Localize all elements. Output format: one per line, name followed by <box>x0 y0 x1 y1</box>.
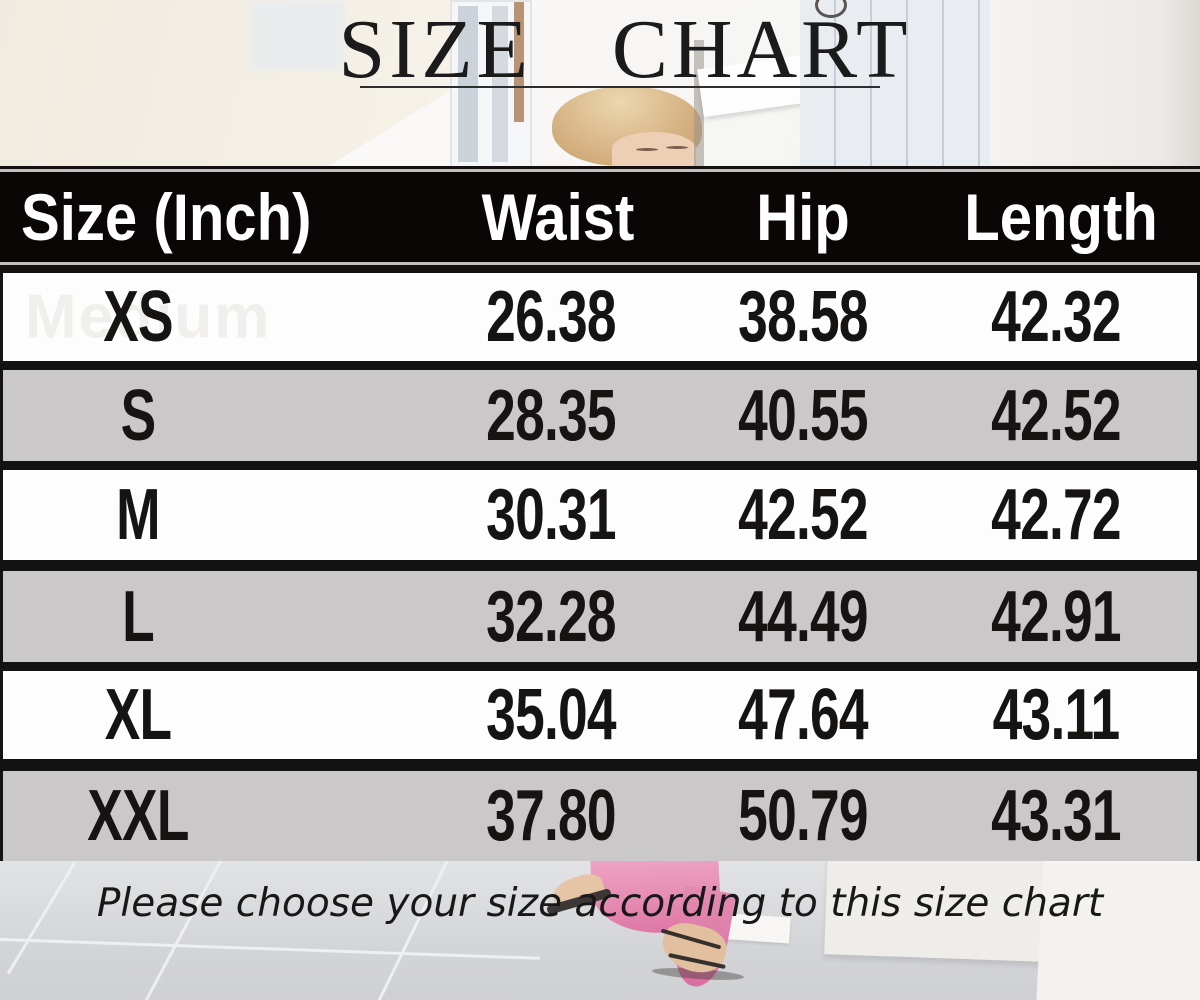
row-divider <box>0 759 1200 771</box>
length-value: 43.31 <box>991 776 1121 856</box>
table-row-l: L 32.28 44.49 42.91 <box>0 571 1200 662</box>
sky-patch <box>250 0 345 70</box>
column-header-size: Size (Inch) <box>21 180 312 254</box>
table-header-row: Size (Inch) Waist Hip Length <box>0 172 1200 262</box>
table-row-xl: XL 35.04 47.64 43.11 <box>0 671 1200 759</box>
table-row-m: M 30.31 42.52 42.72 <box>0 470 1200 560</box>
hip-value: 47.64 <box>738 675 868 755</box>
header-top-highlight <box>0 169 1200 172</box>
waist-value: 32.28 <box>486 576 616 657</box>
column-header-length: Length <box>964 180 1158 254</box>
size-advice-note: Please choose your size according to thi… <box>96 881 1104 926</box>
row-divider <box>0 560 1200 571</box>
title-wrap: SIZE CHART <box>25 8 1200 92</box>
length-value: 42.52 <box>991 375 1121 456</box>
size-label: S <box>120 375 157 456</box>
row-divider <box>0 461 1200 470</box>
window-pane <box>492 6 508 162</box>
table-row-xxl: XXL 37.80 50.79 43.31 <box>0 771 1200 861</box>
title-underline <box>360 86 880 88</box>
hip-value: 44.49 <box>738 576 868 657</box>
background-photo-bottom: Please choose your size according to thi… <box>0 861 1200 1000</box>
column-header-hip: Hip <box>756 180 850 254</box>
length-value: 42.32 <box>991 277 1121 357</box>
background-photo-top <box>0 0 1200 166</box>
model-eyebrow <box>666 146 688 149</box>
waist-value: 37.80 <box>486 776 616 856</box>
size-label: M <box>116 475 160 555</box>
hip-value: 40.55 <box>738 375 868 456</box>
waist-value: 35.04 <box>486 675 616 755</box>
white-wall <box>990 0 1200 166</box>
blue-door-planks <box>800 0 990 166</box>
header-top-line <box>0 166 1200 169</box>
page-title: SIZE CHART <box>338 3 912 96</box>
size-label: XS <box>103 277 173 357</box>
hip-value: 42.52 <box>738 475 868 555</box>
header-bottom-highlight <box>0 262 1200 265</box>
floor-tile-line <box>0 937 540 960</box>
size-label: XXL <box>87 776 189 856</box>
length-value: 42.72 <box>991 475 1121 555</box>
table-row-xs: Medium XS 26.38 38.58 42.32 <box>0 273 1200 361</box>
model-eyebrow <box>636 148 658 151</box>
length-value: 43.11 <box>992 675 1120 755</box>
door-ring-handle <box>815 0 847 18</box>
hip-value: 38.58 <box>738 277 868 357</box>
hip-value: 50.79 <box>738 776 868 856</box>
size-label: XL <box>104 675 172 755</box>
waist-value: 26.38 <box>486 277 616 357</box>
row-divider <box>0 662 1200 671</box>
window-frame <box>450 0 532 166</box>
doorway-shadow <box>694 40 704 166</box>
header-bottom-line <box>0 265 1200 273</box>
table-row-s: S 28.35 40.55 42.52 <box>0 370 1200 461</box>
row-divider <box>0 361 1200 370</box>
window-sash <box>514 2 524 122</box>
waist-value: 28.35 <box>486 375 616 456</box>
column-header-waist: Waist <box>481 180 635 254</box>
waist-value: 30.31 <box>486 475 616 555</box>
length-value: 42.91 <box>991 576 1121 657</box>
video-watermark: Medium <box>25 282 272 352</box>
size-label: L <box>122 576 155 657</box>
window-pane <box>458 6 478 162</box>
